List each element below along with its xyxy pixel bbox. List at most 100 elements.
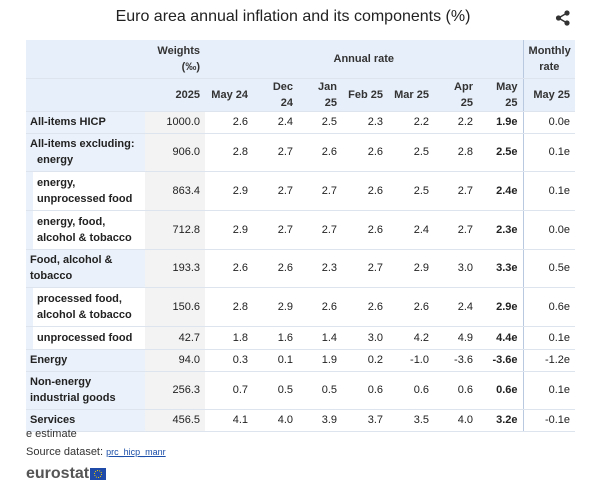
share-icon[interactable] [555,10,571,26]
cell: 0.7 [205,370,253,410]
cell: 906.0 [145,132,205,172]
source-label: Source dataset: [26,446,104,458]
header-text: rate [539,60,560,73]
cell: 0.6 [342,370,388,410]
cell: 2.3 [298,248,342,288]
column-label: Dec 24 [253,78,298,112]
footnote: e estimate [26,428,77,440]
logo: eurostat [26,465,90,482]
row-label: energy, food, alcohol & tobacco [26,210,145,250]
cell: 2.7 [342,248,388,288]
cell: 0.1e [522,132,576,172]
cell: 2.7 [434,210,478,250]
row-label: All-items excluding: energy [26,132,145,172]
label-line: energy, [37,176,76,189]
cell: 2.2 [388,110,434,134]
source-link[interactable]: prc_hicp_manr [106,447,166,457]
label-box: energy, food, alcohol & tobacco [33,210,145,249]
label-line: alcohol & tobacco [37,308,132,321]
cell: 0.5 [253,370,298,410]
cell: 3.0 [434,248,478,288]
label-line: All-items excluding: [30,138,135,150]
cell: 150.6 [145,287,205,327]
cell: 2.4 [434,287,478,327]
title: Euro area annual inflation and its compo… [115,8,471,25]
header-cell [26,40,145,79]
cell: 4.9 [434,326,478,350]
row-label: unprocessed food [26,326,145,350]
label-line: alcohol & tobacco [37,231,132,244]
cell: 0.3 [205,348,253,372]
cell: 2.4 [388,210,434,250]
cell: 2.6 [253,248,298,288]
row-label: Energy [26,348,145,372]
cell: 1000.0 [145,110,205,134]
cell: 3.3e [478,248,524,288]
cell: 0.0e [522,210,576,250]
header-row: 2025 May 24 Dec 24 Jan 25 Feb 25 Mar 25 Apr 25… [26,78,576,112]
data-row: Food, alcohol & tobacco 193.3 2.6 2.6 2.3 2.7 2… [26,248,576,288]
column-label: Apr 25 [434,78,478,112]
cell: 2.7 [298,171,342,211]
row-label: Food, alcohol & tobacco [26,248,145,288]
data-row: Services 456.5 4.1 4.0 3.9 3.7 3.5 4.0 3.2e -0.1e [26,408,576,432]
row-label: energy, unprocessed food [26,171,145,211]
cell: 456.5 [145,408,205,432]
cell: 0.5 [298,370,342,410]
cell: 2.5 [388,171,434,211]
header-text: Monthly [528,44,571,57]
label-line: Food, alcohol & [30,254,113,266]
cell: 0.6 [434,370,478,410]
cell: 0.2 [342,348,388,372]
label-line: All-items HICP [30,116,106,128]
label-box: unprocessed food [33,326,145,349]
cell: 94.0 [145,348,205,372]
eu-flag [90,468,106,480]
cell: 0.1e [522,326,576,350]
header-row: Weights (‰) Annual rate Monthly rate [26,40,576,79]
cell: -1.2e [522,348,576,372]
cell: 2.3 [342,110,388,134]
data-row: Non-energy industrial goods 256.3 0.7 0.5 0.5… [26,370,576,410]
cell: 2.6 [342,171,388,211]
cell: 4.1 [205,408,253,432]
cell: 0.1 [253,348,298,372]
cell: 2.3e [478,210,524,250]
cell: 4.0 [253,408,298,432]
cell: 2.9 [205,171,253,211]
cell: 2.6 [298,132,342,172]
data-row: energy, food, alcohol & tobacco 712.8 2.9 2.… [26,210,576,250]
column-label: May 25 [522,78,576,112]
cell: 1.4 [298,326,342,350]
label-box: energy, unprocessed food [33,171,145,210]
cell: 42.7 [145,326,205,350]
inflation-table: Weights (‰) Annual rate Monthly rate 2025 May … [26,40,576,432]
data-row: unprocessed food 42.7 1.8 1.6 1.4 3.0 4.2 4.9 4.… [26,326,576,350]
data-row: processed food, alcohol & tobacco 150.6 2.8… [26,287,576,327]
cell: 2.6 [342,210,388,250]
cell: 3.0 [342,326,388,350]
cell: 3.7 [342,408,388,432]
cell: 2.8 [434,132,478,172]
cell: 2.7 [434,171,478,211]
cell: 2.7 [298,210,342,250]
cell: -3.6e [478,348,524,372]
cell: 2.6 [298,287,342,327]
column-label: Feb 25 [342,78,388,112]
row-label: All-items HICP [26,110,145,134]
cell: 256.3 [145,370,205,410]
cell: 2.5 [388,132,434,172]
cell: 863.4 [145,171,205,211]
cell: 0.1e [522,171,576,211]
cell: 2.6 [342,132,388,172]
cell: 2.7 [253,210,298,250]
cell: 4.0 [434,408,478,432]
label-line: tobacco [30,270,73,282]
row-label: Services [26,408,145,432]
cell: 2.9 [253,287,298,327]
cell: 1.9 [298,348,342,372]
cell: 2.6 [342,287,388,327]
column-label: May 25 [478,78,524,112]
cell: 2.9 [388,248,434,288]
